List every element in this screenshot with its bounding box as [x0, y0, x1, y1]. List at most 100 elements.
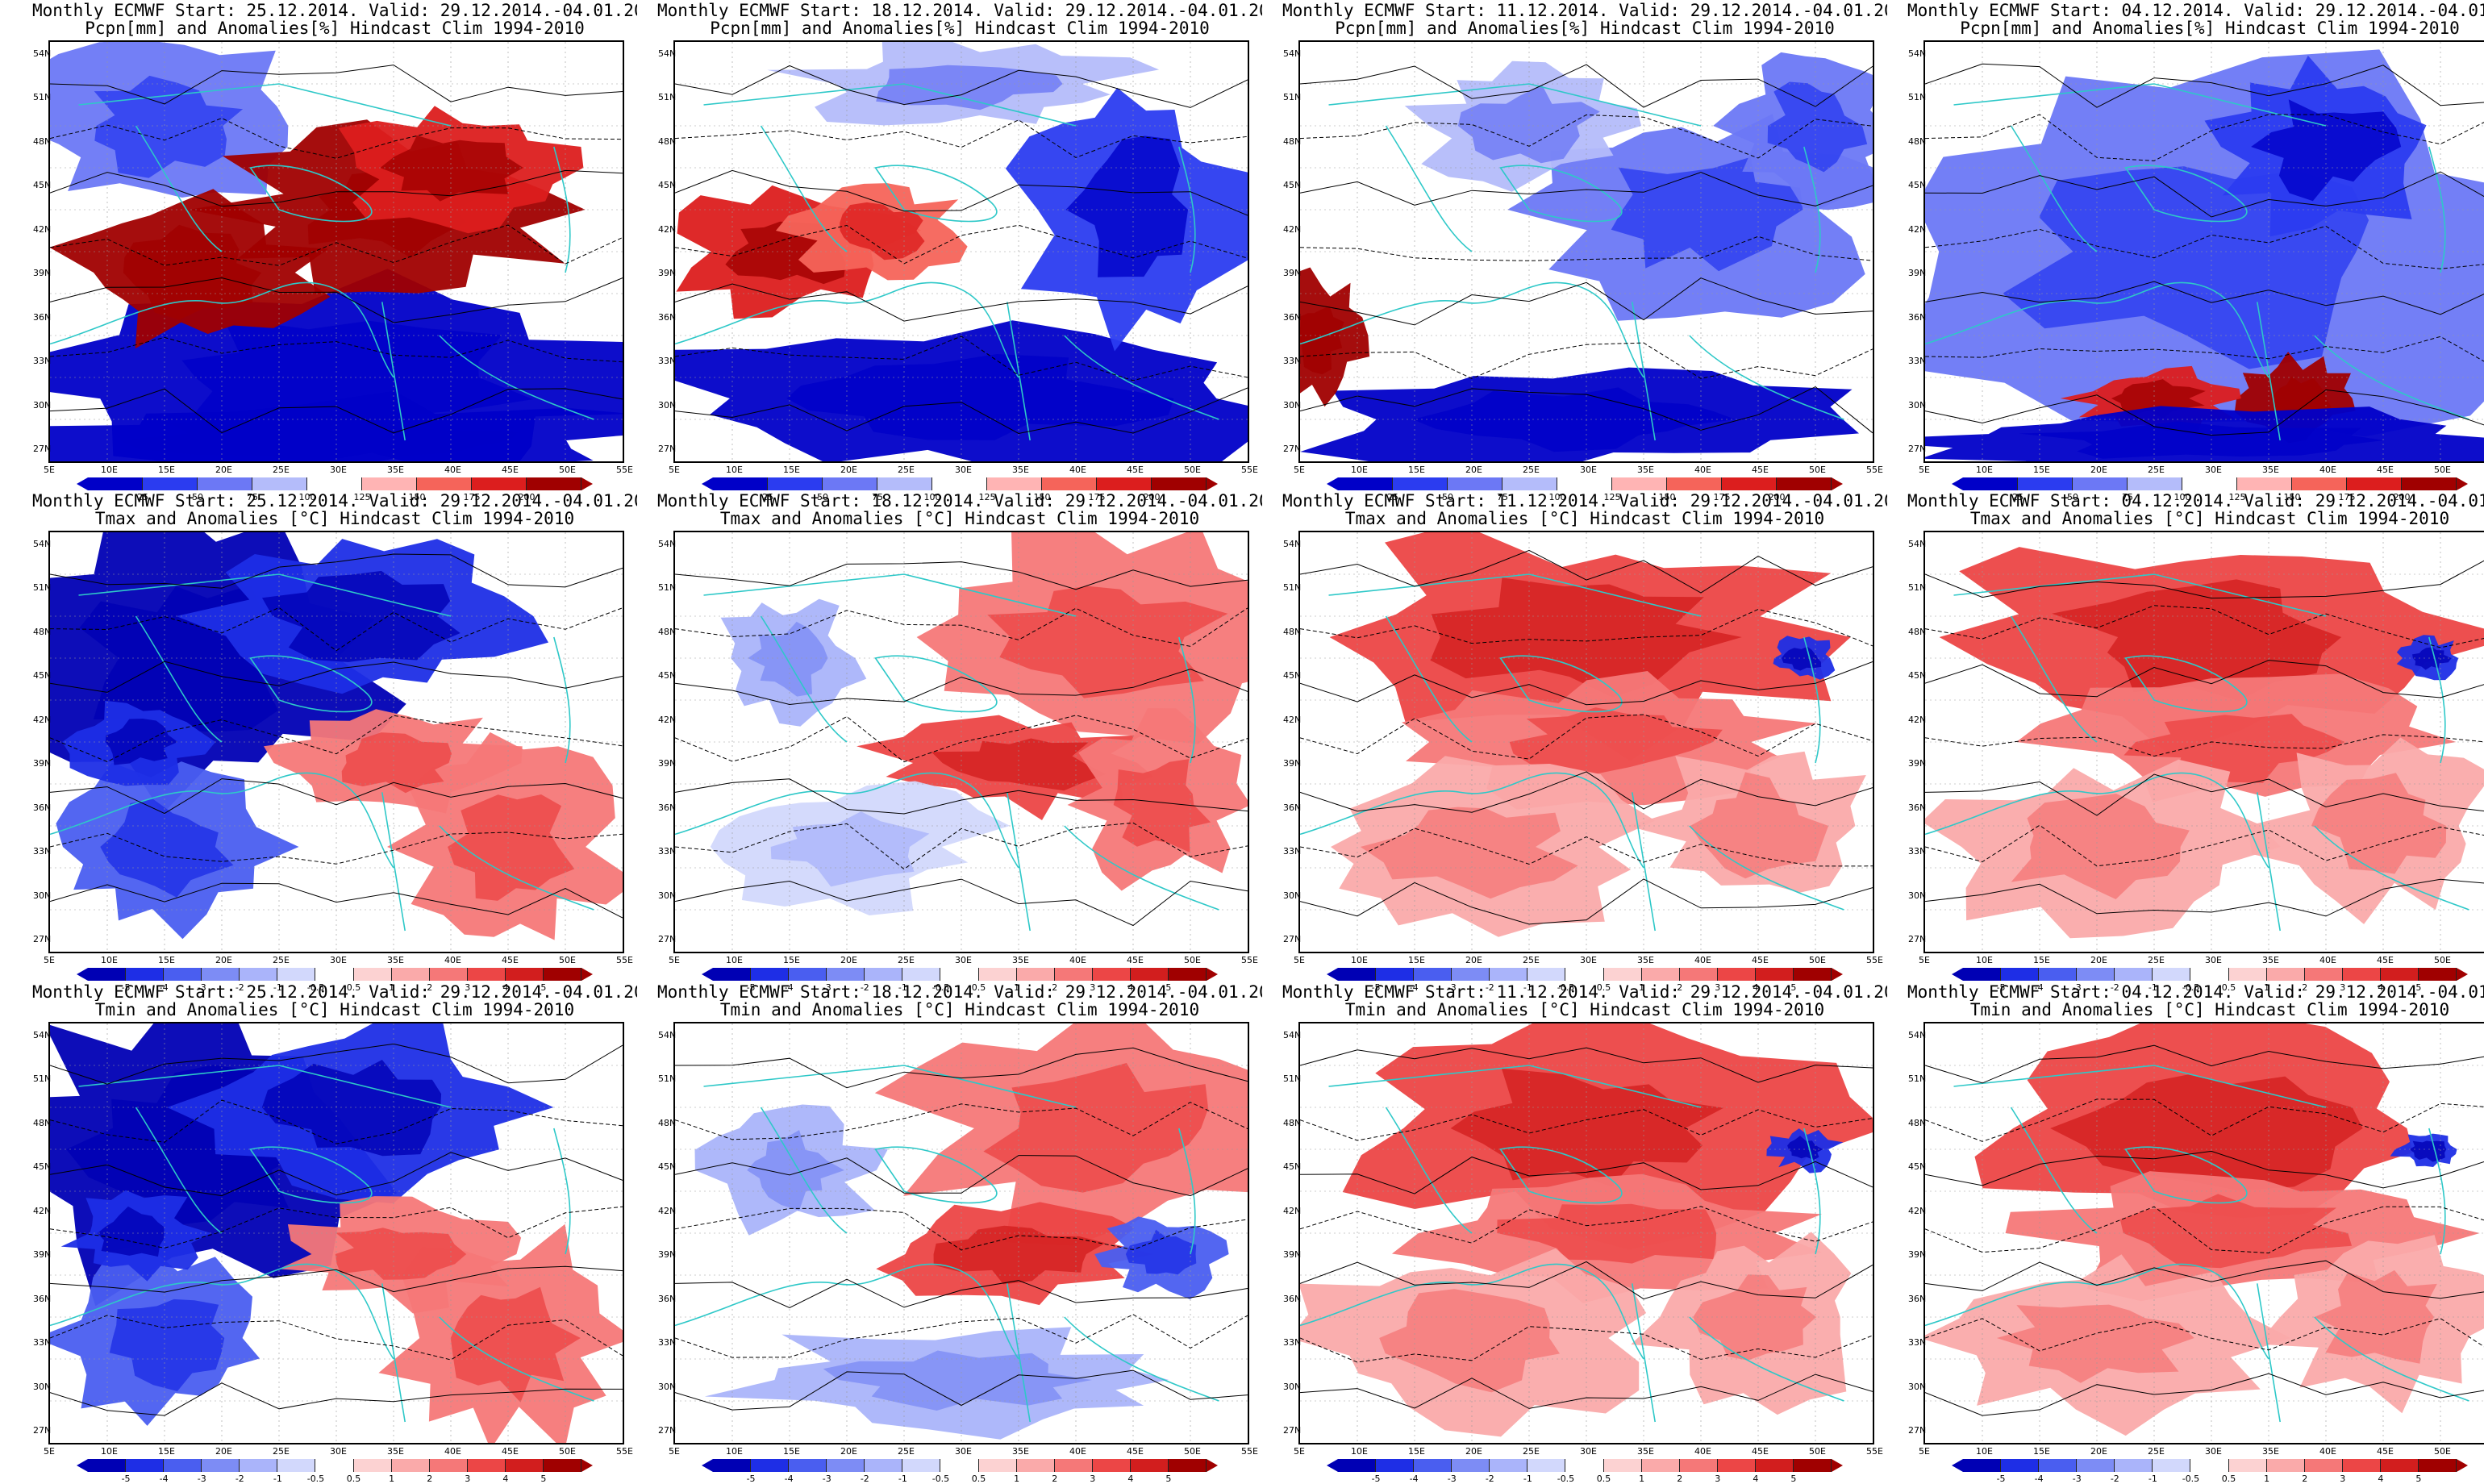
map-frame — [1298, 531, 1874, 953]
colorbar-segment — [126, 1459, 165, 1472]
colorbar-tick-label: -1 — [2148, 982, 2157, 993]
lon-tick-label: 10E — [101, 465, 118, 475]
panel-title-line2: Tmax and Anomalies [°C] Hindcast Clim 19… — [1969, 510, 2450, 527]
coastline — [874, 165, 998, 223]
map-frame — [673, 1022, 1249, 1444]
colorbar-segment — [353, 1459, 392, 1472]
anomaly-core — [1065, 135, 1189, 277]
coastline — [2428, 1128, 2446, 1255]
coastline — [381, 302, 406, 441]
anomaly-core — [2111, 379, 2206, 419]
colorbar-segment — [1679, 968, 1718, 981]
colorbar — [1952, 968, 2469, 981]
colorbar-tick-label: 100 — [2174, 492, 2191, 502]
lon-tick-label: 15E — [158, 955, 175, 965]
lat-tick-label: 45N — [1908, 180, 1927, 191]
colorbar-segment — [2380, 1459, 2419, 1472]
map-panel-tmax: Monthly ECMWF Start: 25.12.2014. Valid: … — [32, 490, 637, 993]
anomaly-core — [1360, 807, 1578, 899]
contour-line — [50, 65, 623, 105]
colorbar-segment — [202, 1459, 240, 1472]
lat-tick-label: 39N — [33, 268, 52, 279]
lat-tick-label: 39N — [1908, 758, 1927, 769]
contour-line — [1300, 661, 1873, 706]
colorbar-segment — [240, 968, 278, 981]
coastline — [2124, 165, 2248, 223]
lat-tick-label: 45N — [1283, 1161, 1302, 1173]
coastline — [1007, 302, 1031, 441]
coastline — [78, 1065, 452, 1108]
colorbar-segment — [1963, 477, 2018, 490]
colorbar-segment — [164, 1459, 202, 1472]
lat-tick-label: 39N — [658, 758, 677, 769]
colorbar-segment — [1414, 968, 1452, 981]
colorbar-tick-label: 4 — [502, 982, 509, 993]
colorbar-segment — [1130, 1459, 1169, 1472]
colorbar-segment — [472, 477, 527, 490]
panel-title-line1: Monthly ECMWF Start: 18.12.2014. Valid: … — [657, 983, 1262, 1001]
colorbar-segment — [789, 968, 827, 981]
lat-tick-label: 42N — [33, 223, 52, 235]
map-panel-precipitation: Monthly ECMWF Start: 25.12.2014. Valid: … — [32, 0, 637, 502]
colorbar-tick-label: 4 — [1127, 982, 1134, 993]
lon-tick-label: 15E — [2033, 955, 2050, 965]
colorbar-segment — [1152, 477, 1207, 490]
colorbar-tick-label: 4 — [1127, 1474, 1134, 1484]
colorbar-tick-label: 0.5 — [346, 1474, 361, 1484]
lat-tick-label: 36N — [1908, 1293, 1927, 1304]
anomaly-core — [1125, 1229, 1197, 1275]
contour-line — [1300, 342, 1873, 379]
colorbar-tick-label: -4 — [159, 1474, 169, 1484]
colorbar-segment — [164, 968, 202, 981]
anomaly-core — [120, 419, 518, 461]
colorbar-segment — [2380, 968, 2419, 981]
lon-tick-label: 5E — [669, 955, 680, 965]
lat-tick-label: 54N — [1283, 539, 1302, 549]
colorbar-tick-label: 3 — [1715, 982, 1721, 993]
contour-line — [675, 1314, 1248, 1358]
colorbar-tick-label: -3 — [822, 982, 831, 993]
lat-tick-label: 27N — [33, 934, 52, 944]
colorbar-high-arrow — [1832, 477, 1843, 490]
colorbar-segment — [1097, 477, 1152, 490]
colorbar-tick-label: -1 — [898, 982, 907, 993]
coastline — [1328, 1065, 1702, 1108]
anomaly-core — [335, 1228, 467, 1280]
lat-tick-label: 45N — [1908, 1161, 1927, 1173]
colorbar-tick-label: -3 — [822, 1474, 831, 1484]
contour-line — [1300, 114, 1873, 159]
colorbar — [77, 1459, 594, 1472]
lon-tick-label: 55E — [1241, 955, 1258, 965]
map-grid: Monthly ECMWF Start: 25.12.2014. Valid: … — [32, 0, 2484, 1484]
contour-line — [1300, 714, 1873, 760]
lat-tick-label: 42N — [1283, 1205, 1302, 1216]
colorbar-segment — [1393, 477, 1448, 490]
coastline — [1925, 281, 2269, 378]
lat-tick-label: 42N — [33, 1205, 52, 1216]
coastline — [135, 615, 223, 743]
contour-line — [1300, 236, 1873, 261]
lat-tick-label: 30N — [33, 399, 52, 411]
colorbar-tick-label: 5 — [1790, 982, 1797, 993]
colorbar-high-arrow — [2457, 477, 2468, 490]
colorbar-segment — [902, 1459, 941, 1472]
lat-tick-label: 33N — [33, 356, 52, 367]
coastline — [2314, 1316, 2469, 1402]
lon-tick-label: 25E — [1523, 465, 1540, 475]
coastline — [1178, 1128, 1196, 1255]
coastline — [553, 636, 571, 764]
contour-line — [675, 1102, 1248, 1140]
contour-line — [1300, 878, 1873, 925]
colorbar-tick-label: 150 — [2283, 492, 2301, 502]
colorbar-tick-label: 3 — [465, 1474, 471, 1484]
colorbar-tick-label: 0.5 — [2221, 1474, 2236, 1484]
anomaly-core — [931, 738, 1107, 791]
colorbar-segment — [1168, 1459, 1207, 1472]
colorbar-tick-label: 5 — [1165, 1474, 1172, 1484]
lat-tick-label: 51N — [1908, 582, 1927, 594]
colorbar-segment — [1130, 968, 1169, 981]
lat-tick-label: 54N — [658, 539, 677, 549]
colorbar-segment — [877, 477, 932, 490]
colorbar-segment — [2115, 968, 2153, 981]
lon-tick-label: 40E — [1069, 465, 1086, 475]
